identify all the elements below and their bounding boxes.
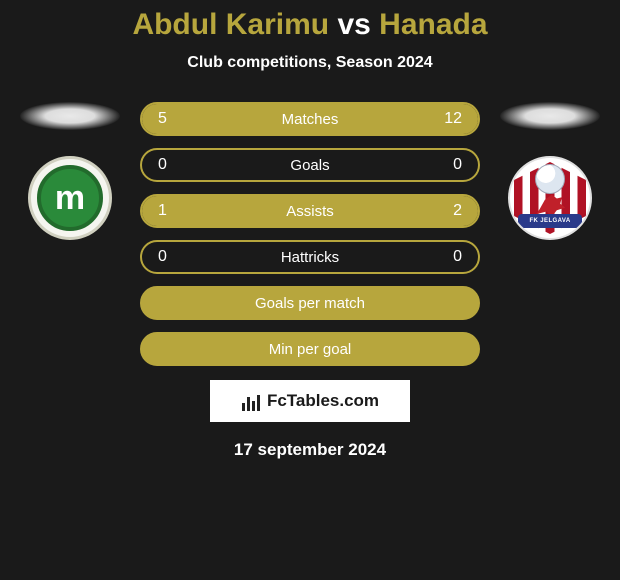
stat-label: Assists — [286, 203, 334, 220]
stat-value-right: 12 — [444, 110, 462, 128]
page-title: Abdul Karimu vs Hanada — [132, 8, 487, 42]
stat-row: Min per goal — [140, 332, 480, 366]
stat-value-right: 0 — [453, 248, 462, 266]
stat-row: 0 0 Hattricks — [140, 240, 480, 274]
stat-value-right: 0 — [453, 156, 462, 174]
comparison-card: Abdul Karimu vs Hanada Club competitions… — [0, 0, 620, 460]
stat-label: Goals per match — [255, 295, 365, 312]
stat-value-right: 2 — [453, 202, 462, 220]
stat-value-left: 0 — [158, 248, 167, 266]
club-badge-right-banner: FK JELGAVA — [518, 214, 582, 228]
stat-value-left: 1 — [158, 202, 167, 220]
club-badge-right: FK JELGAVA — [508, 156, 592, 240]
stat-row: 5 12 Matches — [140, 102, 480, 136]
date-text: 17 september 2024 — [234, 440, 386, 460]
stat-label: Matches — [282, 111, 339, 128]
source-badge[interactable]: FcTables.com — [210, 380, 410, 422]
stat-value-left: 5 — [158, 110, 167, 128]
main-row: m 512Matches00Goals12Assists00HattricksG… — [0, 102, 620, 366]
stat-row: Goals per match — [140, 286, 480, 320]
football-icon — [535, 164, 565, 194]
stat-label: Goals — [290, 157, 329, 174]
bar-chart-icon — [241, 391, 261, 411]
stat-label: Hattricks — [281, 249, 339, 266]
club-badge-left: m — [28, 156, 112, 240]
player-a-name: Abdul Karimu — [132, 8, 329, 41]
vs-separator: vs — [337, 8, 370, 41]
right-column: FK JELGAVA — [490, 102, 610, 240]
left-column: m — [10, 102, 130, 240]
source-text: FcTables.com — [267, 391, 379, 411]
player-b-shadow — [500, 102, 600, 130]
stat-label: Min per goal — [269, 341, 352, 358]
stat-row: 0 0 Goals — [140, 148, 480, 182]
subtitle: Club competitions, Season 2024 — [187, 54, 432, 72]
player-a-shadow — [20, 102, 120, 130]
stat-value-left: 0 — [158, 156, 167, 174]
stat-bar-left — [142, 104, 239, 134]
player-b-name: Hanada — [379, 8, 487, 41]
stats-column: 512Matches00Goals12Assists00HattricksGoa… — [130, 102, 490, 366]
stat-row: 1 2 Assists — [140, 194, 480, 228]
club-badge-left-inner: m — [37, 165, 103, 231]
stat-bar-right — [239, 104, 478, 134]
